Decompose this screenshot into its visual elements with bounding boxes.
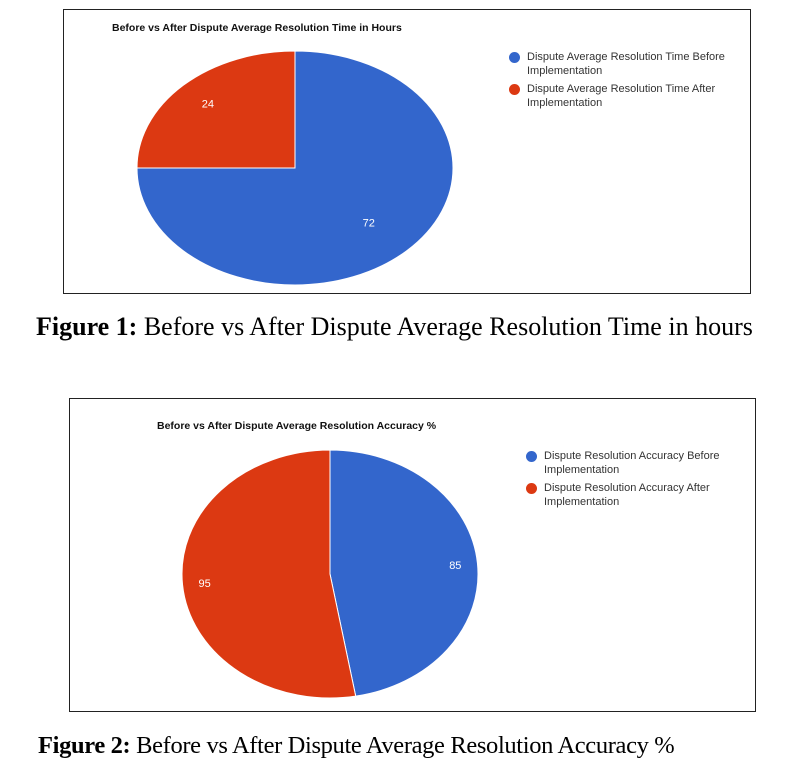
chart-title-2: Before vs After Dispute Average Resoluti…: [157, 420, 437, 432]
caption-text-1: Before vs After Dispute Average Resoluti…: [137, 312, 753, 341]
legend-label-after: Dispute Average Resolution Time After Im…: [527, 83, 716, 109]
legend-dot-after: [509, 84, 520, 95]
legend-item-before: Dispute Resolution Accuracy Before Imple…: [526, 450, 751, 477]
pie-slice-2-2: [181, 449, 357, 699]
pie-chart-2: 85 95: [181, 449, 479, 699]
pie-slice-label-2-2: 95: [199, 578, 211, 590]
legend-item-before: Dispute Average Resolution Time Before I…: [509, 51, 739, 78]
legend-dot-after: [526, 483, 537, 494]
legend-1: Dispute Average Resolution Time Before I…: [509, 51, 739, 115]
pie-chart-1: 72 24: [136, 50, 454, 286]
chart-title-1: Before vs After Dispute Average Resoluti…: [112, 22, 402, 34]
pie-slice-2-1: [329, 449, 479, 697]
pie-slice-1-2: [136, 50, 296, 169]
figure-caption-1: Figure 1: Before vs After Dispute Averag…: [36, 311, 788, 343]
pie-slice-label-2-1: 85: [449, 560, 461, 572]
caption-label-1: Figure 1:: [36, 312, 138, 341]
caption-text-2: Before vs After Dispute Average Resoluti…: [130, 732, 675, 759]
legend-label-before: Dispute Resolution Accuracy Before Imple…: [544, 450, 720, 476]
legend-label-after: Dispute Resolution Accuracy After Implem…: [544, 482, 710, 508]
pie-slice-label-1-2: 24: [202, 98, 214, 110]
figure-caption-2: Figure 2: Before vs After Dispute Averag…: [38, 730, 790, 762]
legend-dot-before: [509, 52, 520, 63]
caption-label-2: Figure 2:: [38, 732, 131, 759]
chart-frame-2: Before vs After Dispute Average Resoluti…: [69, 398, 756, 712]
chart-frame-1: Before vs After Dispute Average Resoluti…: [63, 9, 751, 294]
legend-2: Dispute Resolution Accuracy Before Imple…: [526, 450, 751, 514]
legend-item-after: Dispute Resolution Accuracy After Implem…: [526, 482, 751, 509]
pie-slice-label-1-1: 72: [363, 218, 375, 230]
legend-label-before: Dispute Average Resolution Time Before I…: [527, 51, 725, 77]
legend-dot-before: [526, 451, 537, 462]
legend-item-after: Dispute Average Resolution Time After Im…: [509, 83, 739, 110]
